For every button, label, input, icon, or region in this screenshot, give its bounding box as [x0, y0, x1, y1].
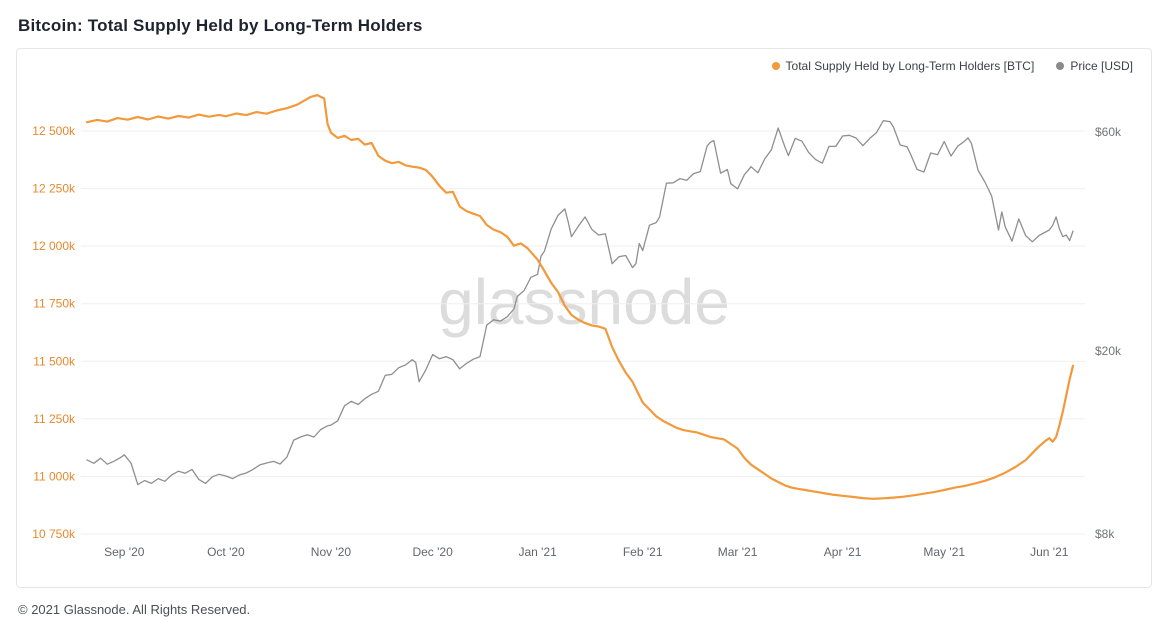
y-left-tick-label: 10 750k — [32, 527, 76, 541]
x-tick-label: Dec '20 — [412, 545, 453, 559]
y-right-tick-label: $60k — [1095, 125, 1122, 139]
x-tick-label: Jun '21 — [1030, 545, 1069, 559]
x-tick-label: Jan '21 — [518, 545, 557, 559]
x-tick-label: Mar '21 — [718, 545, 758, 559]
y-left-tick-label: 11 500k — [33, 354, 76, 368]
y-left-tick-label: 12 250k — [32, 182, 76, 196]
chart-panel: Total Supply Held by Long-Term Holders [… — [16, 48, 1152, 588]
legend-label: Total Supply Held by Long-Term Holders [… — [785, 59, 1035, 73]
y-left-tick-label: 12 500k — [32, 124, 76, 138]
x-tick-label: Feb '21 — [623, 545, 663, 559]
series-line-price — [86, 120, 1074, 486]
legend-item-0[interactable]: Total Supply Held by Long-Term Holders [… — [771, 59, 1035, 73]
y-right-tick-label: $8k — [1095, 527, 1115, 541]
page-title: Bitcoin: Total Supply Held by Long-Term … — [18, 16, 423, 35]
copyright-text: © 2021 Glassnode. All Rights Reserved. — [18, 602, 251, 617]
y-left-tick-label: 11 250k — [33, 412, 76, 426]
x-tick-label: Oct '20 — [207, 545, 245, 559]
x-tick-label: Apr '21 — [824, 545, 862, 559]
y-left-tick-label: 11 000k — [33, 469, 76, 483]
legend-label: Price [USD] — [1070, 59, 1133, 73]
x-tick-label: Sep '20 — [104, 545, 145, 559]
chart-legend: Total Supply Held by Long-Term Holders [… — [771, 59, 1133, 73]
series-line-supply — [85, 93, 1075, 500]
y-right-tick-label: $20k — [1095, 344, 1122, 358]
legend-item-1[interactable]: Price [USD] — [1056, 59, 1133, 73]
chart-canvas[interactable]: 12 500k 12 250k 12 000k 11 750k 11 500k 11 25… — [17, 49, 1151, 587]
y-left-tick-label: 12 000k — [32, 239, 76, 253]
legend-dot-icon — [771, 62, 780, 70]
legend-dot-icon — [1056, 62, 1065, 70]
x-tick-label: May '21 — [923, 545, 965, 559]
y-left-tick-label: 11 750k — [33, 297, 76, 311]
x-tick-label: Nov '20 — [311, 545, 352, 559]
